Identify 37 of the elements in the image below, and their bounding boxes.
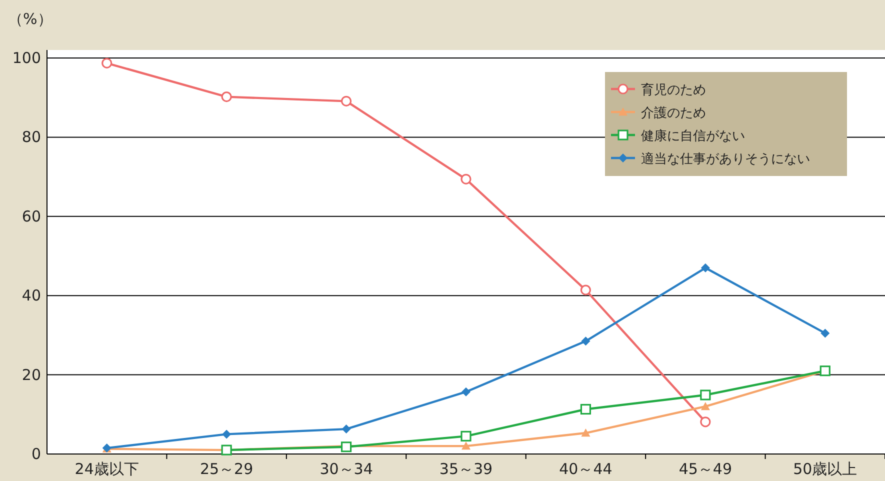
point [580, 404, 592, 415]
point [580, 284, 592, 296]
point [462, 387, 470, 396]
legend-label: 介護のため [641, 106, 706, 121]
point [342, 424, 351, 434]
x-tick-label: 45～49 [678, 460, 732, 478]
point [340, 442, 352, 452]
y-tick-label: 60 [22, 207, 41, 226]
point [222, 430, 232, 439]
point [340, 96, 352, 106]
point [460, 430, 472, 442]
point [820, 328, 830, 338]
point [462, 442, 470, 450]
legend-label: 育児のため [641, 82, 706, 98]
y-tick-label: 20 [22, 366, 41, 384]
y-tick-label: 100 [12, 49, 41, 67]
x-tick-label: 25～29 [200, 460, 254, 478]
point [102, 58, 112, 68]
point [700, 416, 711, 428]
point [700, 390, 711, 400]
point [581, 336, 590, 346]
legend-label: 健康に自信がない [641, 129, 745, 144]
point [581, 428, 590, 437]
point [221, 92, 232, 102]
point [700, 263, 710, 272]
y-tick-label: 0 [31, 445, 41, 463]
y-axis-title: （%） [8, 10, 52, 28]
x-tick-label: 30～34 [320, 460, 373, 478]
x-tick-label: 24歳以下 [74, 460, 139, 478]
x-tick-label: 40～44 [559, 460, 612, 478]
y-tick-label: 80 [22, 128, 41, 146]
legend-label: 適当な仕事がありそうにない [641, 151, 810, 167]
point [460, 174, 472, 184]
x-tick-label: 35～39 [439, 460, 493, 478]
x-tick-label: 50歳以上 [793, 460, 858, 478]
y-tick-label: 40 [22, 286, 41, 305]
point [700, 402, 710, 410]
